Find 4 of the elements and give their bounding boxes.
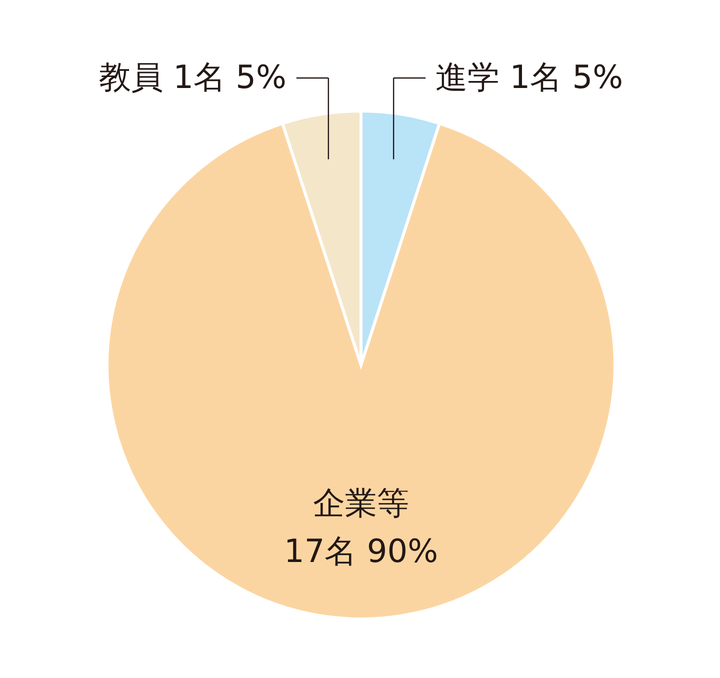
slice-label: 企業等 [313, 484, 409, 522]
slice-label: 教員 1名 5% [98, 58, 286, 96]
data-label: 17名 90% [284, 532, 438, 570]
slice-label: 進学 1名 5% [436, 58, 624, 96]
